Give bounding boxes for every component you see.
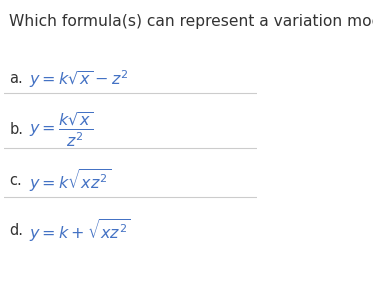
Text: a.: a. <box>9 71 23 86</box>
Text: Which formula(s) can represent a variation model?: Which formula(s) can represent a variati… <box>9 14 373 29</box>
Text: d.: d. <box>9 223 23 238</box>
Text: c.: c. <box>9 173 22 188</box>
Text: $y = k + \sqrt{xz^{2}}$: $y = k + \sqrt{xz^{2}}$ <box>29 218 131 244</box>
Text: $y = \dfrac{k\sqrt{x}}{z^{2}}$: $y = \dfrac{k\sqrt{x}}{z^{2}}$ <box>29 110 94 149</box>
Text: b.: b. <box>9 122 23 137</box>
Text: $y = k\sqrt{xz^{2}}$: $y = k\sqrt{xz^{2}}$ <box>29 167 112 194</box>
Text: $y = k\sqrt{x} - z^{2}$: $y = k\sqrt{x} - z^{2}$ <box>29 68 129 90</box>
